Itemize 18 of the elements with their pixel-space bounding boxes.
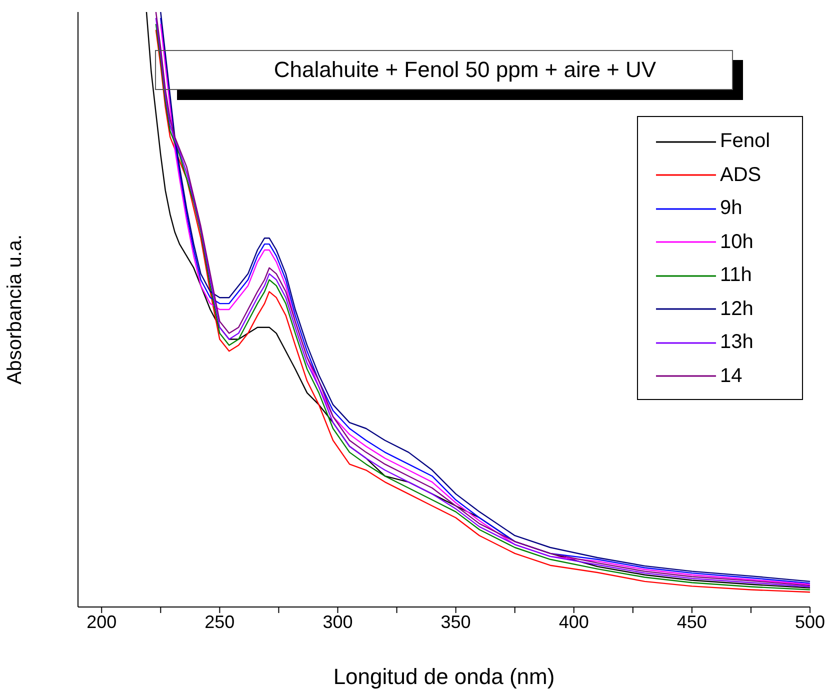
x-tick-label: 350 bbox=[440, 612, 471, 632]
x-tick-label: 200 bbox=[86, 612, 117, 632]
legend-label: 14 bbox=[720, 364, 742, 388]
legend-label: ADS bbox=[720, 164, 762, 187]
x-axis-title: Longitud de onda (nm) bbox=[333, 664, 555, 689]
legend-label: 12h bbox=[720, 298, 754, 321]
x-tick-label: 450 bbox=[676, 612, 707, 632]
legend-label: 13h bbox=[720, 331, 754, 354]
legend-label: 9h bbox=[720, 197, 742, 220]
x-tick-label: 250 bbox=[204, 612, 235, 632]
legend-label: 10h bbox=[720, 230, 754, 254]
legend-label: Fenol bbox=[720, 130, 770, 154]
y-axis-title: Absorbancia u.a. bbox=[4, 234, 26, 385]
x-tick-label: 500 bbox=[794, 612, 826, 632]
x-tick-label: 400 bbox=[558, 612, 589, 632]
legend-label: 11h bbox=[720, 264, 752, 288]
x-tick-label: 300 bbox=[322, 612, 353, 632]
text: Chalahuite + Fenol 50 ppm + aire + UV bbox=[272, 56, 658, 84]
